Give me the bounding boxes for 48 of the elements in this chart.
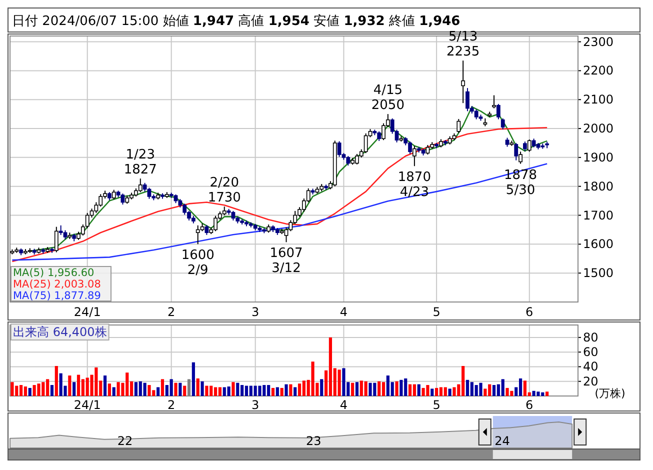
annotation: 2/9: [187, 263, 208, 278]
text: MA(5) 1,956.60: [13, 267, 94, 279]
annotation: 3/12: [272, 261, 301, 276]
annotation: 1730: [208, 190, 241, 206]
x-tick-label: 5: [432, 305, 440, 319]
x-tick-label: 24: [494, 434, 510, 448]
y-tick-label: 2000: [583, 122, 614, 136]
y-tick-label: 20: [583, 374, 598, 388]
y-tick-label: 2300: [583, 34, 614, 49]
x-tick-label: 5: [432, 398, 440, 412]
y-tick-label: 1800: [583, 179, 614, 194]
x-tick-label: 6: [526, 305, 534, 319]
annotation: 1/23: [126, 148, 155, 163]
y-tick-label: 80: [583, 330, 598, 344]
annotation: 2/20: [210, 176, 239, 191]
y-tick-label: 40: [583, 360, 598, 374]
x-tick-label: 6: [526, 398, 534, 412]
x-tick-label: 3: [252, 398, 260, 412]
text: MA(75) 1,877.89: [13, 290, 101, 302]
y-tick-label: 2100: [583, 92, 614, 107]
x-tick-label: 24/1: [74, 398, 101, 412]
annotation: 1878: [504, 168, 538, 183]
annotation: 1827: [124, 162, 157, 178]
y-tick-label: 1500: [583, 266, 614, 280]
x-tick-label: 4: [340, 398, 348, 412]
y-tick-label: 2200: [583, 64, 614, 78]
y-tick-label: 1900: [583, 150, 614, 164]
y-axis-title: (万株): [594, 387, 626, 400]
chart-title: 出来高 64,400株: [13, 325, 107, 339]
y-tick-label: 1700: [583, 208, 614, 222]
annotation: 2235: [446, 44, 480, 60]
x-tick-label: 2: [168, 305, 176, 319]
chart-title: 日付 2024/06/07 15:00 始値 1,947 高値 1,954 安値 1,932 終値 1,946: [12, 13, 460, 29]
x-tick-label: 3: [252, 305, 260, 319]
annotation: 2050: [371, 98, 404, 114]
x-tick-label: 4: [340, 305, 348, 319]
series-label: MA(25) 2,003.08: [13, 278, 101, 290]
annotation: 4/15: [373, 83, 403, 98]
annotation: 1600: [181, 248, 214, 264]
annotation: 1870: [398, 170, 431, 186]
annotation: 5/30: [506, 182, 536, 198]
x-tick-label: 24/1: [74, 305, 101, 319]
x-tick-label: 23: [306, 434, 322, 448]
y-tick-label: 60: [583, 345, 598, 360]
x-tick-label: 2: [168, 398, 176, 412]
y-tick-label: 1600: [583, 237, 614, 252]
x-tick-label: 22: [117, 434, 133, 448]
annotation: 1607: [270, 246, 303, 262]
